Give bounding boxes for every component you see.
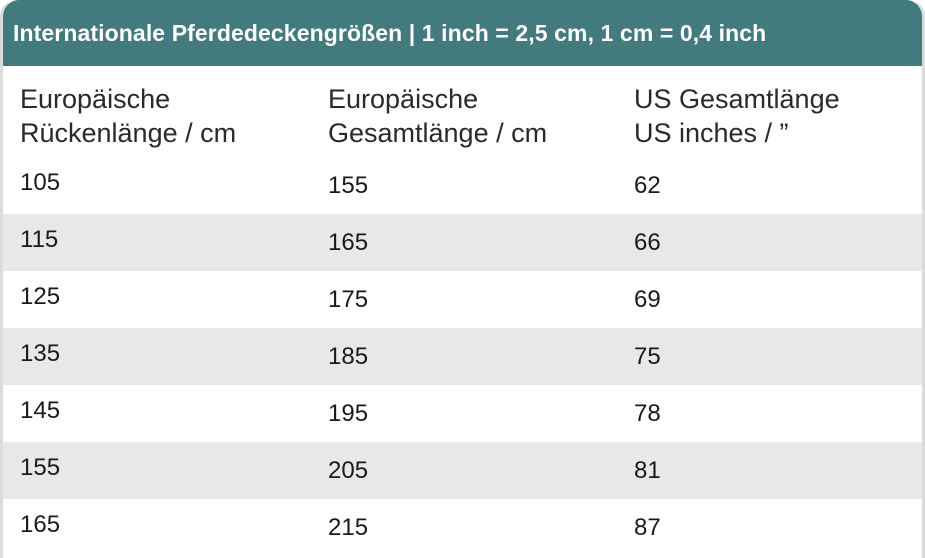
- cell-back-length: 105: [20, 169, 61, 196]
- header-us-length: US Gesamtlänge US inches / ”: [634, 84, 840, 148]
- cell-us-inches: 81: [634, 456, 661, 484]
- table-row: 155 205 81: [3, 442, 922, 499]
- header-back-length: Europäische Rückenlänge / cm: [20, 84, 237, 148]
- cell-us-inches: 87: [634, 513, 661, 541]
- cell-us-inches: 78: [634, 399, 661, 427]
- cell-total-length: 195: [328, 399, 369, 427]
- cell-total-length: 175: [328, 285, 369, 313]
- table-title: Internationale Pferdedeckengrößen | 1 in…: [13, 19, 767, 46]
- cell-total-length: 185: [328, 342, 369, 370]
- header-total-length: Europäische Gesamtlänge / cm: [328, 84, 548, 148]
- cell-us-inches: 75: [634, 342, 661, 370]
- size-table: Europäische Rückenlänge / cm Europäische…: [3, 66, 922, 556]
- cell-us-inches: 66: [634, 228, 661, 256]
- cell-back-length: 165: [20, 511, 61, 538]
- cell-total-length: 205: [328, 456, 369, 484]
- table-row: 125 175 69: [3, 271, 922, 328]
- table-row: 105 155 62: [3, 157, 922, 214]
- title-bar: Internationale Pferdedeckengrößen | 1 in…: [3, 0, 922, 66]
- cell-total-length: 215: [328, 513, 369, 541]
- cell-back-length: 115: [20, 226, 59, 253]
- table-row: 135 185 75: [3, 328, 922, 385]
- cell-total-length: 155: [328, 171, 369, 199]
- table-row: 165 215 87: [3, 499, 922, 556]
- table-row: 145 195 78: [3, 385, 922, 442]
- cell-total-length: 165: [328, 228, 369, 256]
- cell-us-inches: 62: [634, 171, 661, 199]
- table-header-row: Europäische Rückenlänge / cm Europäische…: [3, 66, 922, 157]
- cell-back-length: 135: [20, 340, 61, 367]
- cell-back-length: 125: [20, 283, 61, 310]
- cell-back-length: 145: [20, 397, 61, 424]
- table-row: 115 165 66: [3, 214, 922, 271]
- cell-us-inches: 69: [634, 285, 661, 313]
- cell-back-length: 155: [20, 454, 61, 481]
